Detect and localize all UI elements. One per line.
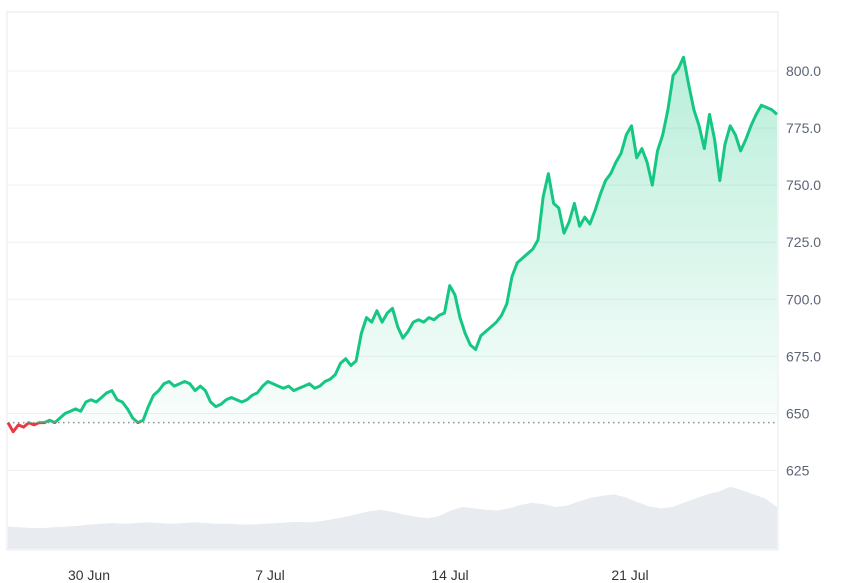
- plot-frame: [6, 11, 779, 551]
- y-tick-label: 725.0: [786, 234, 821, 250]
- price-area-fill: [44, 57, 777, 423]
- y-tick-label: 750.0: [786, 177, 821, 193]
- x-tick-label: 14 Jul: [431, 567, 468, 583]
- y-tick-label: 800.0: [786, 63, 821, 79]
- y-tick-label: 675.0: [786, 348, 821, 364]
- price-line: [6, 55, 778, 434]
- y-tick-label: 625: [786, 463, 810, 479]
- price-area: [44, 57, 777, 423]
- y-axis-ticks: 625 650 675.0 700.0 725.0 750.0 775.0 800.0: [786, 63, 821, 479]
- price-line-up: [8, 55, 778, 423]
- x-tick-label: 7 Jul: [255, 567, 285, 583]
- x-tick-label: 30 Jun: [68, 567, 110, 583]
- x-tick-label: 21 Jul: [611, 567, 648, 583]
- y-tick-label: 700.0: [786, 291, 821, 307]
- y-tick-label: 775.0: [786, 120, 821, 136]
- x-axis-ticks: 30 Jun 7 Jul 14 Jul 21 Jul: [68, 567, 649, 583]
- y-tick-label: 650: [786, 405, 810, 421]
- volume-area: [8, 486, 777, 549]
- volume-shape: [8, 486, 777, 549]
